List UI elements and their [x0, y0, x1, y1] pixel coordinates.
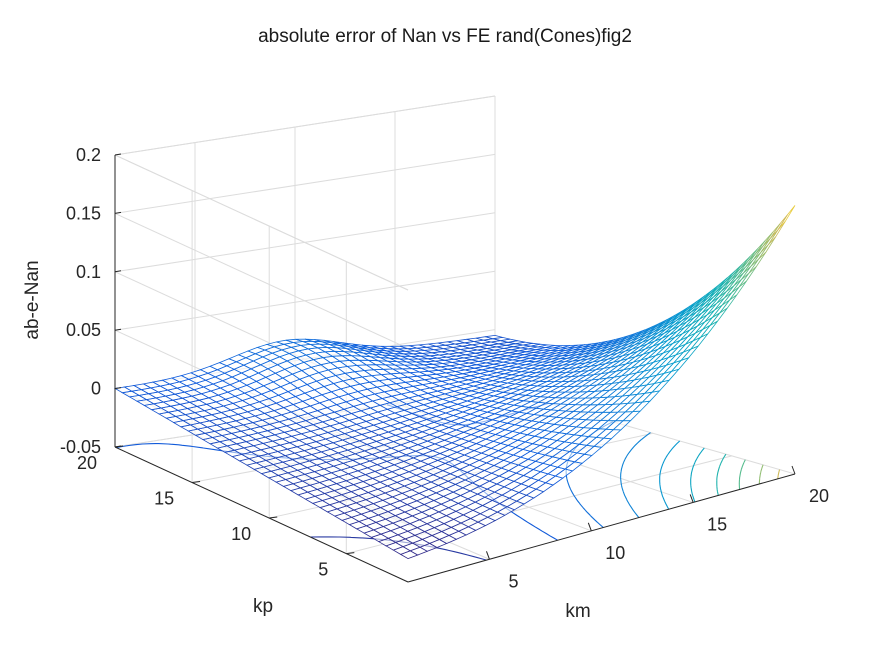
y-tick: [114, 445, 124, 448]
contour-line: [758, 464, 764, 484]
z-tick-label: 0.2: [76, 145, 101, 165]
contour-line: [777, 469, 781, 479]
x-tick-label: 20: [809, 486, 829, 506]
y-tick-label: 15: [154, 489, 174, 509]
contour-line: [738, 459, 746, 490]
z-tick: [114, 328, 122, 331]
y-tick: [269, 516, 278, 519]
z-tick-label: 0.05: [66, 320, 101, 340]
contour-line: [690, 447, 705, 503]
y-tick-label: 20: [77, 453, 97, 473]
grid-edge: [114, 154, 409, 291]
z-tick-label: 0.15: [66, 203, 101, 223]
z-tick-label: 0: [91, 379, 101, 399]
y-tick: [346, 552, 355, 555]
grid-line: [114, 212, 409, 349]
grid-line: [114, 153, 496, 214]
axes-lines: [114, 155, 796, 583]
surface-mesh: [113, 205, 796, 560]
x-tick-label: 10: [605, 543, 625, 563]
contour-line: [716, 453, 727, 496]
x-tick-label: 5: [508, 571, 518, 591]
y-tick-label: 10: [231, 524, 251, 544]
x-tick: [791, 465, 796, 475]
x-axis-line: [407, 473, 796, 583]
tick-labels: -0.05 0 0.05 0.1 0.15 0.2 5 10 15 20 5 10 15 20: [60, 145, 829, 591]
z-tick: [114, 387, 122, 390]
grid-edge: [114, 95, 496, 156]
z-tick: [114, 153, 122, 156]
x-tick-label: 15: [707, 514, 727, 534]
z-tick: [114, 270, 122, 273]
contour-line: [659, 440, 681, 510]
y-axis-line: [114, 446, 409, 583]
x-tick: [689, 494, 694, 503]
z-tick-label: -0.05: [60, 437, 101, 457]
z-axis-label: ab-e-Nan: [22, 260, 43, 339]
x-tick: [587, 522, 592, 532]
contour-line: [620, 432, 651, 518]
y-tick: [192, 481, 201, 484]
mesh-cell: [485, 334, 503, 340]
y-tick-label: 5: [318, 560, 328, 580]
x-axis-label: km: [565, 601, 590, 622]
chart-title: absolute error of Nan vs FE rand(Cones)f…: [258, 26, 632, 47]
z-tick-label: 0.1: [76, 262, 101, 282]
y-axis-label: kp: [253, 596, 273, 617]
z-tick: [114, 211, 122, 214]
x-tick: [486, 551, 490, 560]
